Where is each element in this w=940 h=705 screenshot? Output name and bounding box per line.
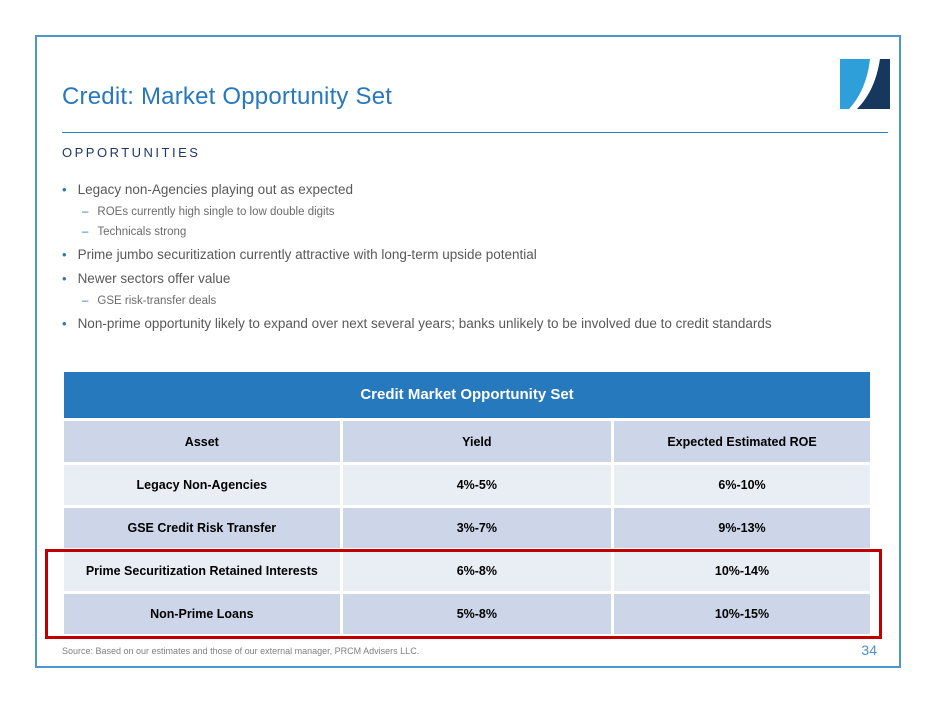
bullet-icon: • <box>62 182 67 197</box>
bullet-icon: • <box>62 271 67 286</box>
dash-icon: – <box>82 226 89 238</box>
credit-opportunity-table: Credit Market Opportunity Set Asset Yiel… <box>64 372 870 634</box>
col-header-yield: Yield <box>342 421 612 462</box>
cell-asset: Prime Securitization Retained Interests <box>64 551 340 591</box>
cell-asset: GSE Credit Risk Transfer <box>64 508 340 548</box>
bullet-text: Prime jumbo securitization currently att… <box>77 247 537 262</box>
bullet-text: ROEs currently high single to low double… <box>97 206 335 218</box>
list-item: – Technicals strong <box>82 226 877 238</box>
page-number: 34 <box>861 642 877 658</box>
cell-roe: 10%-14% <box>614 551 870 591</box>
cell-asset: Legacy Non-Agencies <box>64 465 340 505</box>
bullet-text: Non-prime opportunity likely to expand o… <box>77 316 772 331</box>
section-heading: OPPORTUNITIES <box>62 145 201 160</box>
cell-yield: 3%-7% <box>342 508 612 548</box>
col-header-asset: Asset <box>64 421 340 462</box>
bullet-text: Newer sectors offer value <box>77 271 231 286</box>
table-title: Credit Market Opportunity Set <box>64 372 870 418</box>
list-item: – ROEs currently high single to low doub… <box>82 206 877 218</box>
table-row: Prime Securitization Retained Interests … <box>64 551 870 591</box>
cell-yield: 6%-8% <box>342 551 612 591</box>
cell-roe: 10%-15% <box>614 594 870 634</box>
company-logo-icon <box>840 59 890 109</box>
bullet-list: • Legacy non-Agencies playing out as exp… <box>62 173 877 340</box>
table-row: Legacy Non-Agencies 4%-5% 6%-10% <box>64 465 870 505</box>
col-header-roe: Expected Estimated ROE <box>614 421 870 462</box>
bullet-icon: • <box>62 247 67 262</box>
cell-roe: 9%-13% <box>614 508 870 548</box>
dash-icon: – <box>82 295 89 307</box>
page-title: Credit: Market Opportunity Set <box>62 83 393 110</box>
bullet-text: Technicals strong <box>97 226 187 238</box>
table-header-row: Asset Yield Expected Estimated ROE <box>64 421 870 462</box>
cell-roe: 6%-10% <box>614 465 870 505</box>
title-divider <box>62 132 888 133</box>
list-item: • Legacy non-Agencies playing out as exp… <box>62 182 877 197</box>
table-row: GSE Credit Risk Transfer 3%-7% 9%-13% <box>64 508 870 548</box>
list-item: • Non-prime opportunity likely to expand… <box>62 316 877 331</box>
source-note: Source: Based on our estimates and those… <box>62 646 420 656</box>
bullet-text: GSE risk-transfer deals <box>97 295 217 307</box>
list-item: – GSE risk-transfer deals <box>82 295 877 307</box>
cell-asset: Non-Prime Loans <box>64 594 340 634</box>
bullet-text: Legacy non-Agencies playing out as expec… <box>77 182 354 197</box>
list-item: • Prime jumbo securitization currently a… <box>62 247 877 262</box>
cell-yield: 4%-5% <box>342 465 612 505</box>
cell-yield: 5%-8% <box>342 594 612 634</box>
slide-canvas: Credit: Market Opportunity Set OPPORTUNI… <box>35 35 901 668</box>
dash-icon: – <box>82 206 89 218</box>
bullet-icon: • <box>62 316 67 331</box>
table-row: Non-Prime Loans 5%-8% 10%-15% <box>64 594 870 634</box>
list-item: • Newer sectors offer value <box>62 271 877 286</box>
